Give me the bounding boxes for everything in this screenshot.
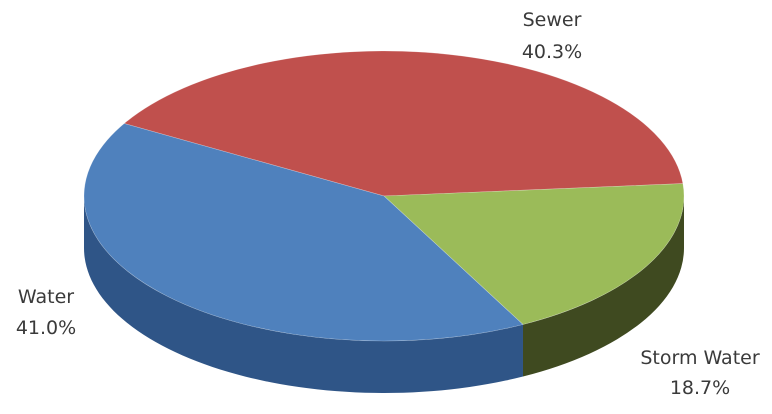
label-storm-water-value: 18.7% bbox=[670, 377, 730, 399]
pie-tops bbox=[84, 51, 684, 341]
label-water-value: 41.0% bbox=[16, 317, 76, 339]
label-water-name: Water bbox=[18, 286, 74, 308]
label-storm-water-name: Storm Water bbox=[640, 347, 760, 369]
label-sewer-name: Sewer bbox=[523, 9, 582, 31]
label-sewer-value: 40.3% bbox=[522, 41, 582, 63]
